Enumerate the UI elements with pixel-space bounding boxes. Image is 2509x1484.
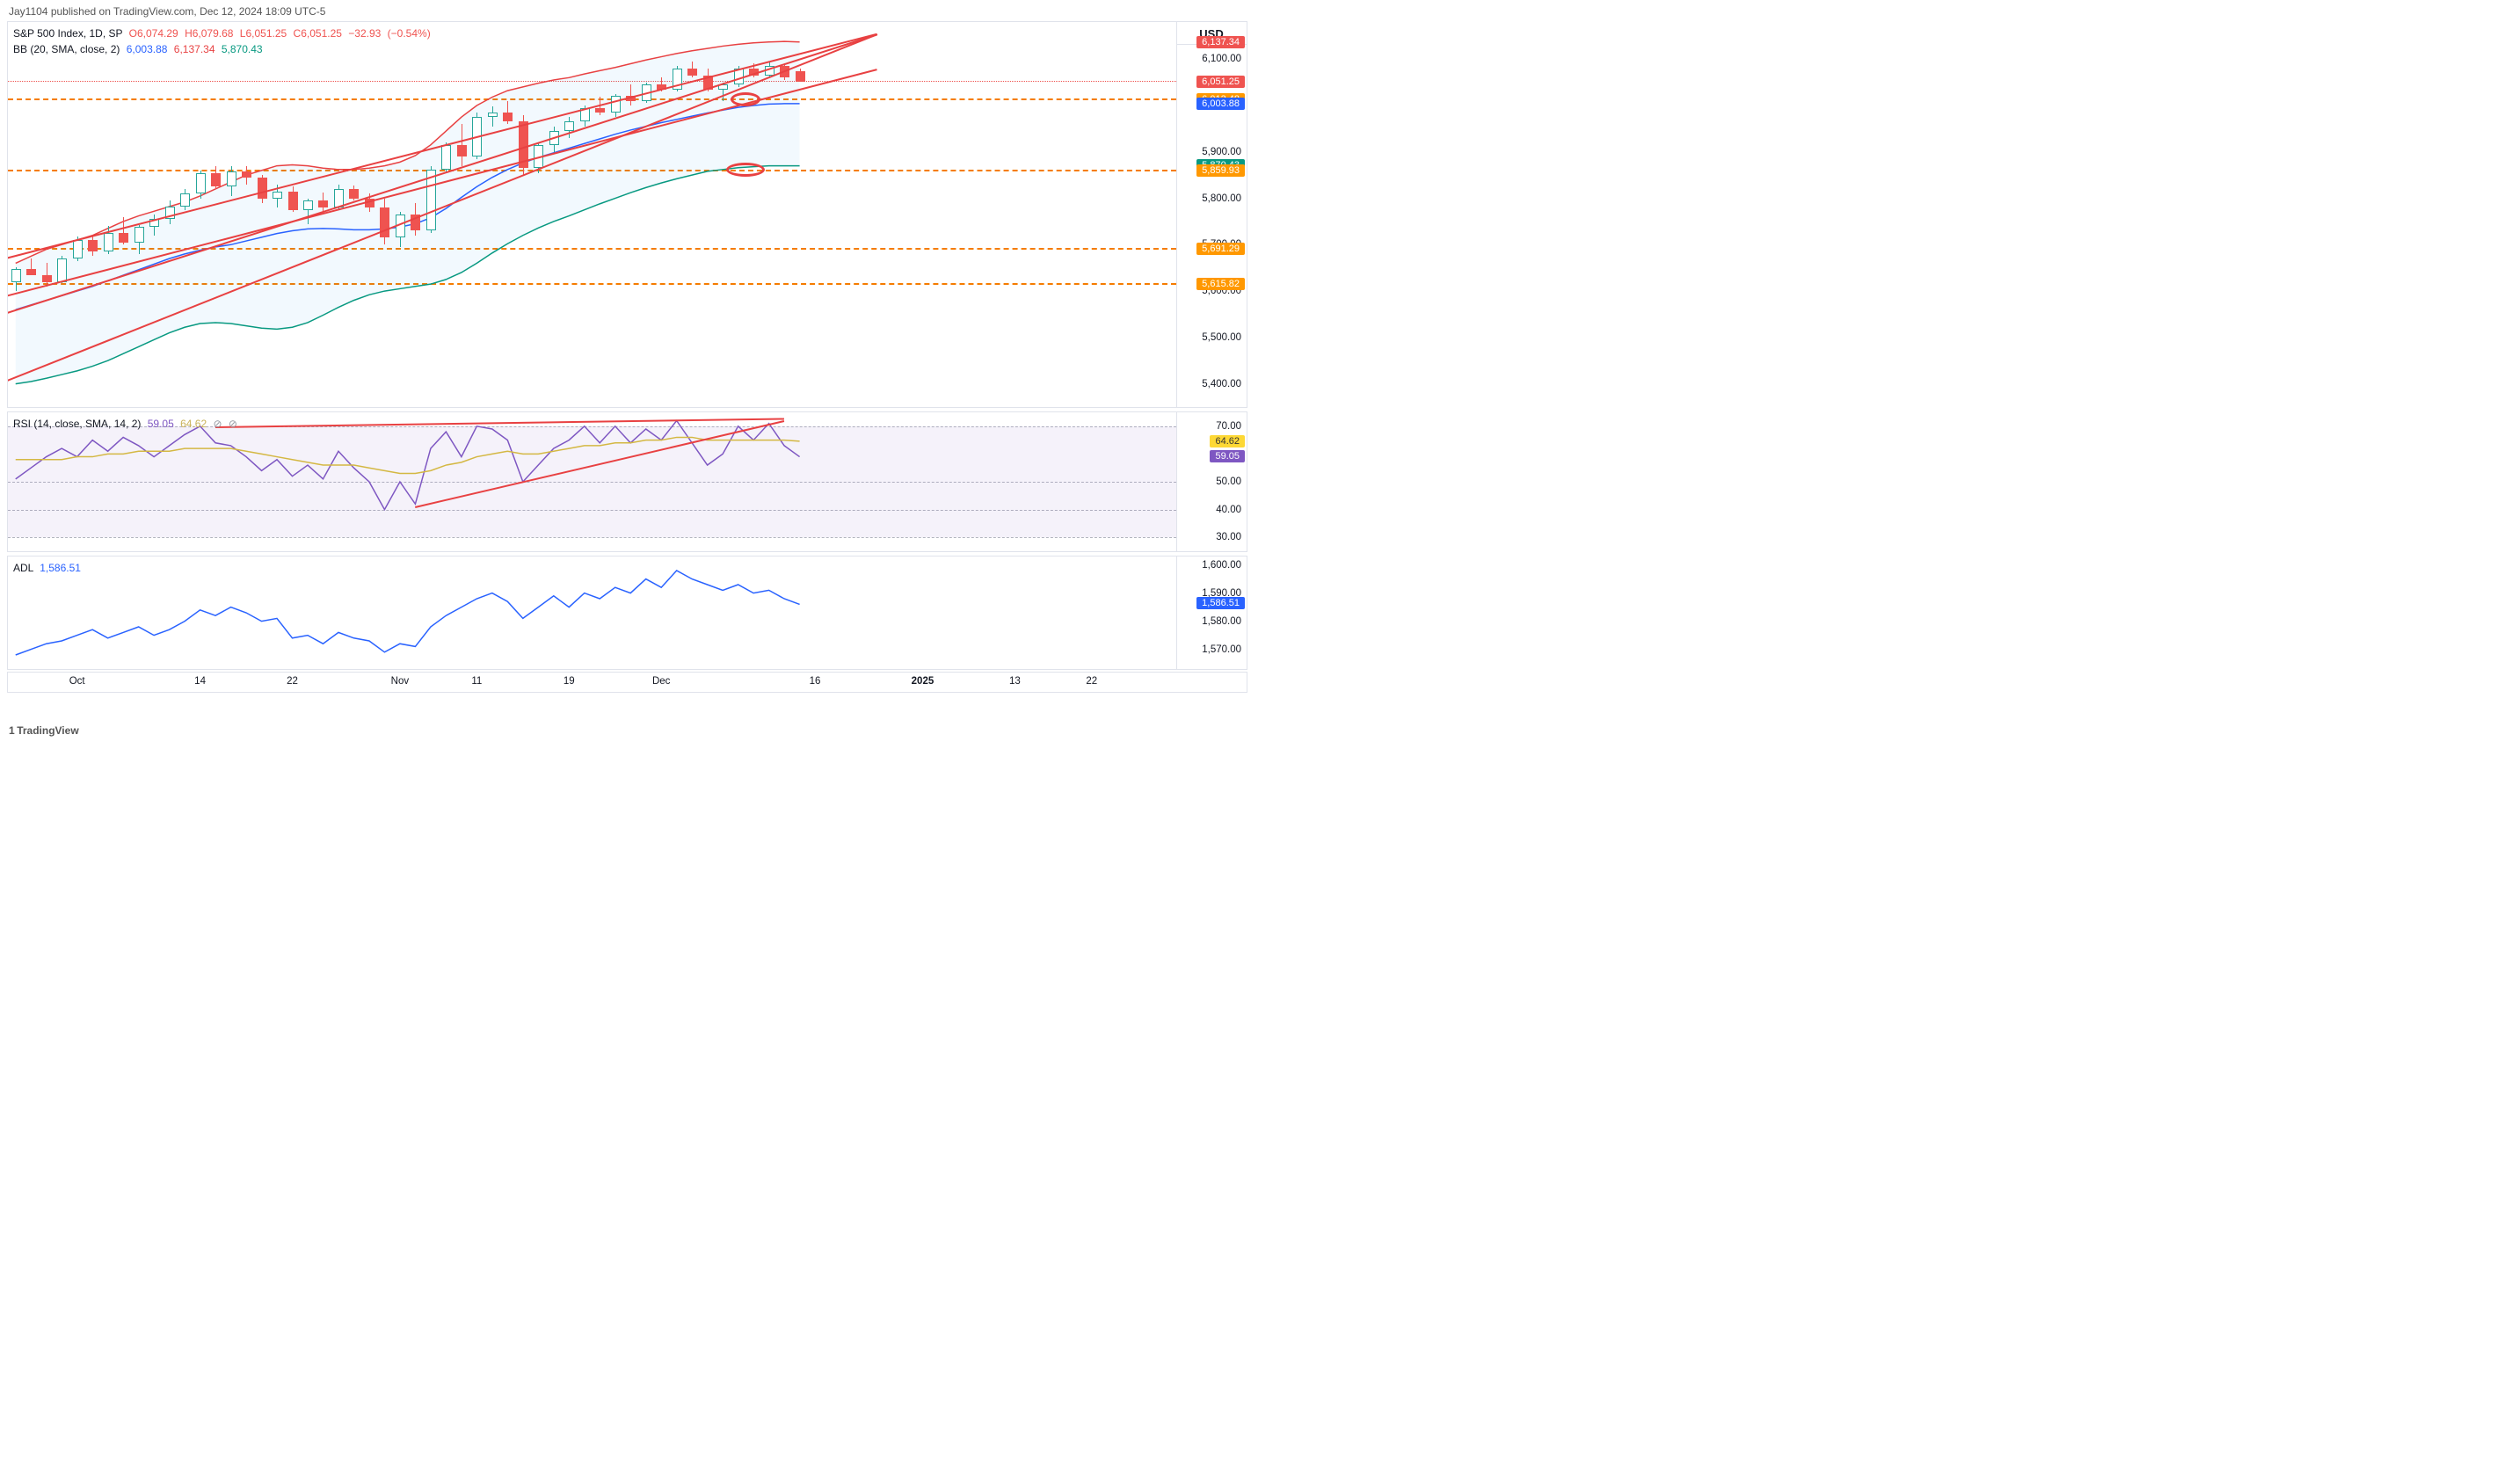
candle xyxy=(595,108,605,113)
candle xyxy=(88,240,98,251)
price-label: 5,691.29 xyxy=(1196,243,1245,255)
time-label: 14 xyxy=(194,676,206,687)
time-axis[interactable]: Oct 14 22 Nov 11 19 Dec 16 2025 13 22 xyxy=(7,672,1247,693)
candle xyxy=(441,145,451,170)
candle xyxy=(211,173,221,187)
candle xyxy=(57,258,67,281)
ytick: 5,500.00 xyxy=(1202,332,1241,343)
price-label: 5,615.82 xyxy=(1196,278,1245,290)
tradingview-logo: 1TradingView xyxy=(9,724,79,737)
price-label: 6,137.34 xyxy=(1196,36,1245,48)
candle xyxy=(227,171,236,186)
symbol-label: S&P 500 Index, 1D, SP xyxy=(13,27,122,40)
candle xyxy=(258,178,267,199)
price-label: 6,003.88 xyxy=(1196,98,1245,110)
adl-plot-area[interactable] xyxy=(8,556,1176,669)
time-label: 22 xyxy=(1086,676,1097,687)
ytick: 5,400.00 xyxy=(1202,379,1241,389)
annotation-circle[interactable] xyxy=(726,163,765,177)
candle xyxy=(503,113,513,122)
candle xyxy=(73,240,83,258)
adl-panel[interactable]: ADL 1,586.51 1,570.001,580.001,590.001,6… xyxy=(7,556,1247,670)
candle xyxy=(488,113,498,117)
candle xyxy=(26,269,36,275)
main-yaxis[interactable]: 5,400.005,500.005,600.005,700.005,800.00… xyxy=(1176,22,1247,407)
candle xyxy=(42,275,52,282)
price-label: 6,051.25 xyxy=(1196,76,1245,88)
bb-label: BB (20, SMA, close, 2) xyxy=(13,43,120,55)
publish-header: Jay1104 published on TradingView.com, De… xyxy=(9,5,325,18)
adl-yaxis[interactable]: 1,570.001,580.001,590.001,600.001,586.51 xyxy=(1176,556,1247,669)
candle xyxy=(303,200,313,210)
candle xyxy=(242,171,251,178)
publisher: Jay1104 xyxy=(9,5,47,18)
candle xyxy=(380,207,389,237)
candle xyxy=(135,227,144,242)
time-label: 2025 xyxy=(912,676,935,687)
candle xyxy=(104,233,113,251)
time-label: 16 xyxy=(810,676,821,687)
time-label: 13 xyxy=(1009,676,1021,687)
candle xyxy=(196,173,206,194)
main-legend: S&P 500 Index, 1D, SP O6,074.29 H6,079.6… xyxy=(13,25,431,57)
rsi-yaxis[interactable]: 30.0040.0050.0070.0064.6259.05 xyxy=(1176,412,1247,551)
candle xyxy=(564,121,574,131)
ytick: 5,900.00 xyxy=(1202,147,1241,157)
time-label: 11 xyxy=(471,676,482,687)
candle xyxy=(318,200,328,207)
main-plot-area[interactable] xyxy=(8,22,1176,407)
candle xyxy=(457,145,467,156)
candle xyxy=(349,189,359,199)
main-chart-panel[interactable]: USD S&P 500 Index, 1D, SP O6,074.29 H6,0… xyxy=(7,21,1247,408)
rsi-legend: RSI (14, close, SMA, 14, 2) 59.05 64.62 … xyxy=(13,416,237,432)
candle xyxy=(11,269,21,282)
candle xyxy=(687,69,697,76)
time-label: 22 xyxy=(287,676,298,687)
time-label: Dec xyxy=(652,676,670,687)
ytick: 5,800.00 xyxy=(1202,193,1241,204)
time-label: Nov xyxy=(391,676,409,687)
ytick: 6,100.00 xyxy=(1202,54,1241,64)
time-label: Oct xyxy=(69,676,85,687)
candle xyxy=(273,192,282,199)
candle xyxy=(119,233,128,243)
candle xyxy=(796,71,805,82)
candle xyxy=(180,193,190,207)
candle xyxy=(288,192,298,210)
rsi-panel[interactable]: RSI (14, close, SMA, 14, 2) 59.05 64.62 … xyxy=(7,411,1247,552)
rsi-plot-area[interactable] xyxy=(8,412,1176,551)
time-label: 19 xyxy=(564,676,575,687)
price-label: 5,859.93 xyxy=(1196,164,1245,177)
adl-legend: ADL 1,586.51 xyxy=(13,560,81,576)
